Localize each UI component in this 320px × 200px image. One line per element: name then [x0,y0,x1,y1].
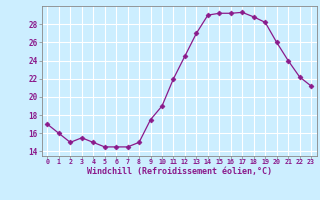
X-axis label: Windchill (Refroidissement éolien,°C): Windchill (Refroidissement éolien,°C) [87,167,272,176]
